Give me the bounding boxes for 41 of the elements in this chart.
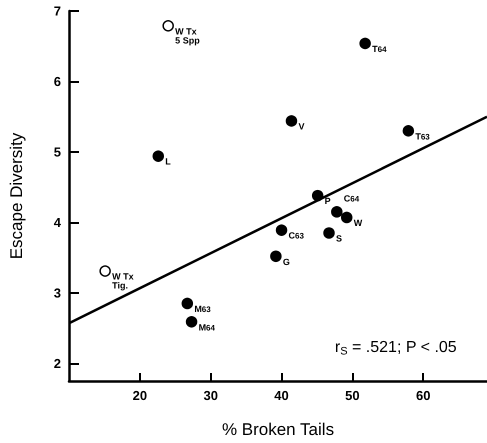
y-axis-title: Escape Diversity — [7, 132, 26, 260]
annotation: T64 — [372, 44, 388, 54]
x-tick-label: 50 — [345, 388, 360, 403]
annotation: W Tx Tig. — [112, 272, 134, 291]
y-tick-label: 4 — [54, 214, 62, 230]
annotation: T63 — [415, 131, 430, 142]
point — [331, 206, 343, 218]
x-axis-title: % Broken Tails — [222, 420, 334, 439]
annotation: S — [336, 234, 342, 244]
y-tick-label: 3 — [54, 285, 61, 300]
annotation: V — [298, 121, 304, 132]
point — [186, 316, 198, 328]
annotation: G — [282, 256, 290, 267]
annotation: W Tx 5 Spp — [175, 26, 200, 46]
point — [152, 150, 164, 162]
point — [276, 224, 288, 236]
x-tick-label: 60 — [416, 388, 430, 403]
annotation: P — [324, 196, 331, 206]
y-tick-label: 7 — [54, 4, 61, 18]
annotation: C64 — [344, 193, 360, 204]
point — [182, 298, 194, 310]
x-tick-label: 40 — [274, 388, 289, 403]
y-tick-label: 6 — [54, 74, 61, 89]
point — [99, 265, 111, 277]
annotation: M63 — [194, 304, 212, 314]
point — [402, 125, 414, 137]
point — [270, 250, 282, 262]
annotation: L — [165, 156, 172, 167]
annotation: M64 — [198, 322, 216, 332]
point — [359, 38, 371, 50]
point — [286, 115, 298, 127]
x-tick-label: 30 — [203, 388, 218, 403]
point — [312, 190, 324, 202]
annotation: C63 — [288, 230, 304, 241]
x-tick-label: 20 — [132, 388, 148, 403]
y-tick-label: 2 — [54, 356, 61, 371]
point — [323, 227, 335, 239]
y-tick-label: 5 — [54, 144, 61, 160]
point — [162, 20, 174, 32]
annotation: W — [354, 218, 363, 228]
point — [340, 212, 352, 224]
